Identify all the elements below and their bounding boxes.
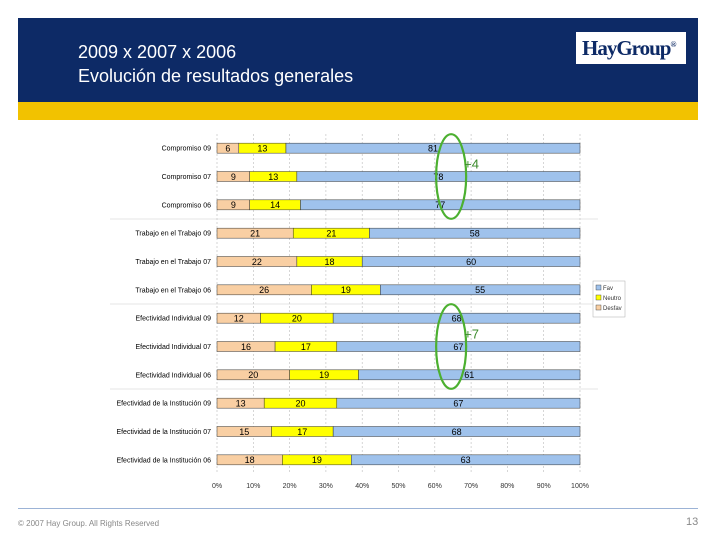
x-tick-label: 10% — [246, 483, 260, 490]
bar-value-label: 14 — [270, 200, 280, 210]
bar-segment — [351, 454, 581, 466]
category-label: Trabajo en el Trabajo 07 — [135, 259, 211, 266]
category-label: Efectividad de la Institución 09 — [116, 401, 211, 408]
category-label: Compromiso 07 — [162, 174, 212, 181]
legend-swatch — [595, 294, 602, 301]
bar-value-label: 18 — [325, 257, 335, 267]
bar-value-label: 12 — [234, 313, 244, 323]
category-label: Efectividad de la Institución 07 — [116, 429, 211, 436]
category-label: Compromiso 09 — [162, 146, 212, 153]
bar-value-label: 60 — [466, 257, 476, 267]
category-label: Efectividad Individual 07 — [136, 344, 212, 351]
bar-segment — [336, 341, 581, 352]
x-tick-label: 20% — [283, 483, 297, 490]
bar-value-label: 19 — [312, 455, 322, 465]
bar-segment — [369, 227, 581, 239]
annotation-ellipse — [435, 133, 468, 220]
bar-segment — [361, 256, 581, 267]
logo-text: HayGroup® — [582, 36, 676, 60]
gold-band — [18, 102, 698, 120]
bar-value-label: 13 — [268, 172, 278, 182]
bar-value-label: 20 — [248, 370, 258, 380]
category-label: Efectividad Individual 06 — [136, 372, 212, 379]
bar-segment — [332, 312, 581, 324]
annotation-ellipse — [435, 303, 468, 390]
bar-value-label: 61 — [464, 370, 474, 380]
bar-value-label: 20 — [295, 398, 305, 408]
legend-swatch — [595, 304, 602, 311]
bar-value-label: 22 — [252, 257, 262, 267]
bar-value-label: 67 — [453, 342, 463, 352]
category-label: Efectividad Individual 09 — [136, 316, 212, 323]
copyright-text: © 2007 Hay Group. All Rights Reserved — [18, 519, 160, 528]
bar-segment — [380, 284, 581, 296]
bar-value-label: 26 — [259, 285, 269, 295]
bar-value-label: 16 — [241, 342, 251, 352]
x-tick-label: 30% — [319, 483, 333, 490]
bar-value-label: 63 — [461, 455, 471, 465]
x-tick-label: 40% — [355, 483, 369, 490]
x-tick-label: 90% — [537, 483, 551, 490]
bar-value-label: 55 — [475, 285, 485, 295]
header-bar: 2009 x 2007 x 2006 Evolución de resultad… — [18, 18, 698, 102]
category-label: Trabajo en el Trabajo 06 — [135, 287, 211, 294]
bar-value-label: 58 — [470, 228, 480, 238]
bar-segment — [296, 171, 581, 182]
bar-value-label: 9 — [231, 200, 236, 210]
bar-segment — [358, 369, 581, 381]
page-number: 13 — [686, 516, 699, 528]
bar-value-label: 78 — [433, 172, 443, 182]
legend-label: Desfav — [603, 306, 622, 312]
bar-value-label: 67 — [453, 398, 463, 408]
bar-value-label: 81 — [428, 143, 438, 153]
bar-value-label: 9 — [231, 172, 236, 182]
bar-value-label: 21 — [326, 228, 336, 238]
legend-label: Neutro — [603, 296, 622, 302]
bar-value-label: 68 — [452, 313, 462, 323]
category-label: Efectividad de la Institución 06 — [116, 457, 211, 464]
legend-label: Fav — [603, 286, 613, 292]
bar-value-label: 6 — [225, 143, 230, 153]
bar-segment — [285, 142, 581, 154]
x-tick-label: 60% — [428, 483, 442, 490]
bar-value-label: 13 — [257, 143, 267, 153]
bar-segment — [332, 426, 581, 437]
category-label: Trabajo en el Trabajo 09 — [135, 231, 211, 238]
bar-value-label: 21 — [250, 228, 260, 238]
slide-title-line-2: Evolución de resultados generales — [78, 66, 354, 86]
bar-value-label: 19 — [319, 370, 329, 380]
bar-value-label: 19 — [341, 285, 351, 295]
bar-value-label: 17 — [301, 342, 311, 352]
x-tick-label: 70% — [464, 483, 478, 490]
x-tick-label: 0% — [212, 483, 222, 490]
bar-segment — [336, 397, 581, 409]
bar-value-label: 20 — [292, 313, 302, 323]
bar-value-label: 18 — [245, 455, 255, 465]
footer-divider — [18, 508, 698, 509]
logo: HayGroup® — [576, 32, 686, 64]
x-tick-label: 100% — [571, 483, 589, 490]
x-tick-label: 80% — [500, 483, 514, 490]
annotation-label: +7 — [464, 326, 479, 341]
bar-value-label: 68 — [452, 427, 462, 437]
x-tick-label: 50% — [391, 483, 405, 490]
bar-value-label: 17 — [297, 427, 307, 437]
legend-swatch — [595, 284, 602, 291]
bar-value-label: 15 — [239, 427, 249, 437]
category-label: Compromiso 06 — [162, 202, 212, 209]
slide-title-line-1: 2009 x 2007 x 2006 — [78, 42, 237, 62]
annotation-label: +4 — [464, 156, 479, 171]
bar-value-label: 13 — [236, 398, 246, 408]
